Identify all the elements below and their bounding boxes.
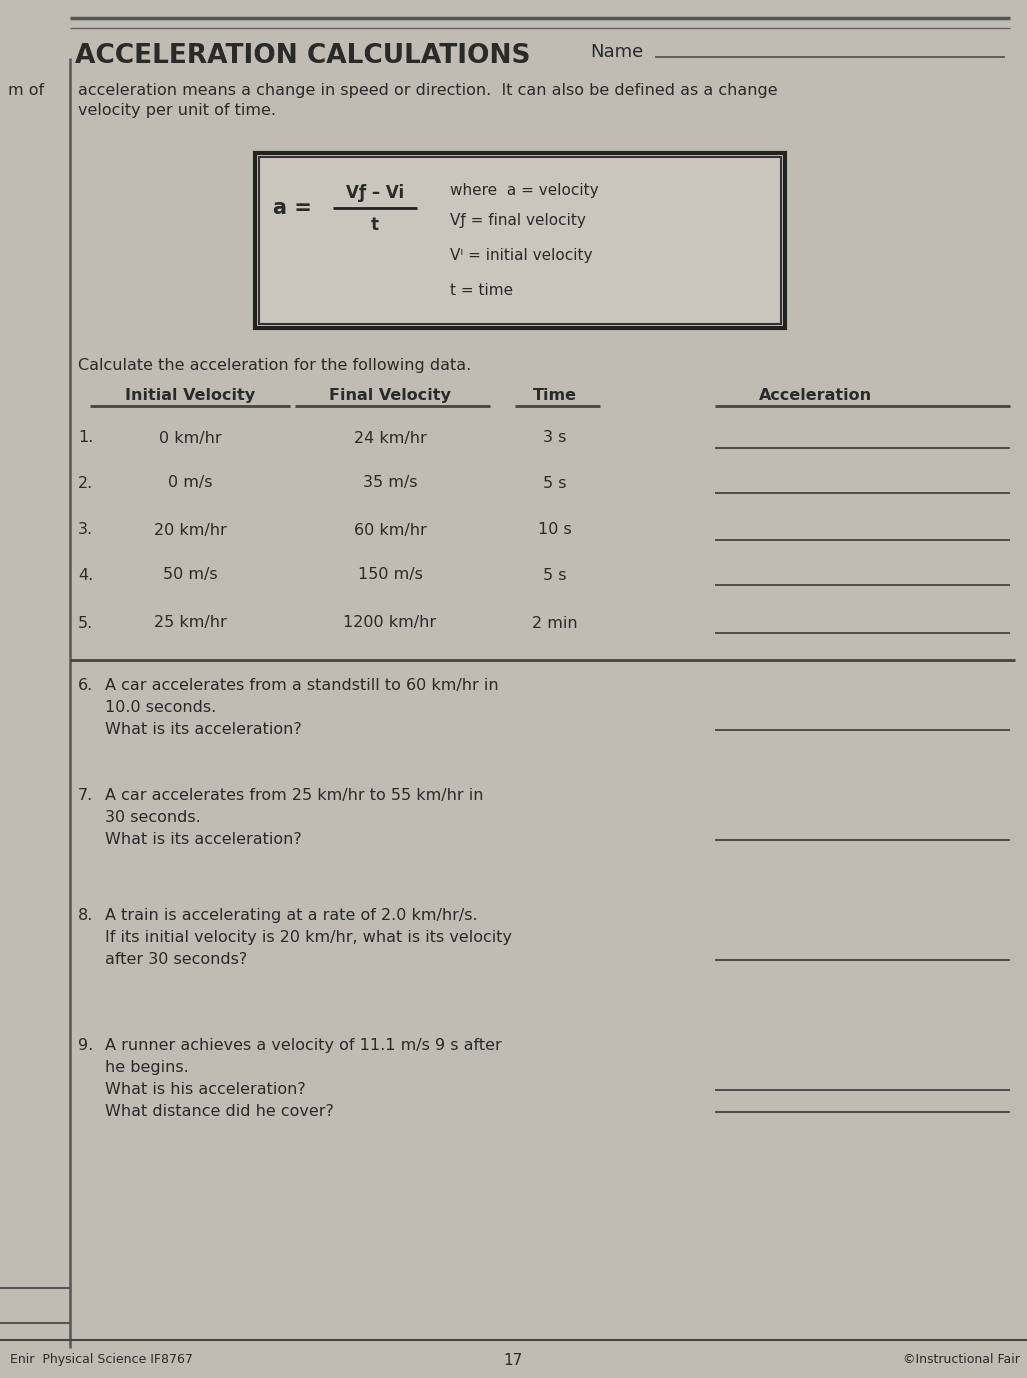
- Text: t: t: [371, 216, 379, 234]
- Text: 8.: 8.: [78, 908, 93, 923]
- Text: Vƒ = final velocity: Vƒ = final velocity: [450, 214, 585, 227]
- Text: What distance did he cover?: What distance did he cover?: [105, 1104, 334, 1119]
- Text: A car accelerates from a standstill to 60 km/hr in: A car accelerates from a standstill to 6…: [105, 678, 499, 693]
- Text: 3.: 3.: [78, 522, 93, 537]
- Text: 50 m/s: 50 m/s: [162, 568, 218, 583]
- Text: 2 min: 2 min: [532, 616, 578, 631]
- Text: 30 seconds.: 30 seconds.: [105, 810, 200, 825]
- Text: Calculate the acceleration for the following data.: Calculate the acceleration for the follo…: [78, 358, 471, 373]
- Text: What is its acceleration?: What is its acceleration?: [105, 832, 302, 847]
- Text: Vƒ – Vi: Vƒ – Vi: [346, 185, 404, 203]
- Text: 1.: 1.: [78, 430, 93, 445]
- Text: 3 s: 3 s: [543, 430, 567, 445]
- Text: Initial Velocity: Initial Velocity: [125, 389, 255, 402]
- Text: A runner achieves a velocity of 11.1 m/s 9 s after: A runner achieves a velocity of 11.1 m/s…: [105, 1038, 502, 1053]
- Text: m of: m of: [8, 83, 44, 98]
- Text: ©Instructional Fair: ©Instructional Fair: [903, 1353, 1020, 1366]
- Text: A train is accelerating at a rate of 2.0 km/hr/s.: A train is accelerating at a rate of 2.0…: [105, 908, 478, 923]
- Text: Final Velocity: Final Velocity: [329, 389, 451, 402]
- Text: velocity per unit of time.: velocity per unit of time.: [78, 103, 276, 119]
- Text: Vᴵ = initial velocity: Vᴵ = initial velocity: [450, 248, 593, 263]
- Text: 7.: 7.: [78, 788, 93, 803]
- Text: acceleration means a change in speed or direction.  It can also be defined as a : acceleration means a change in speed or …: [78, 83, 777, 98]
- Text: 20 km/hr: 20 km/hr: [154, 522, 226, 537]
- Text: 6.: 6.: [78, 678, 93, 693]
- Bar: [259, 157, 781, 324]
- Text: ACCELERATION CALCULATIONS: ACCELERATION CALCULATIONS: [75, 43, 531, 69]
- Text: t = time: t = time: [450, 282, 514, 298]
- Text: A car accelerates from 25 km/hr to 55 km/hr in: A car accelerates from 25 km/hr to 55 km…: [105, 788, 484, 803]
- Text: 0 m/s: 0 m/s: [167, 475, 213, 491]
- Text: What is his acceleration?: What is his acceleration?: [105, 1082, 306, 1097]
- Text: If its initial velocity is 20 km/hr, what is its velocity: If its initial velocity is 20 km/hr, wha…: [105, 930, 512, 945]
- Text: Acceleration: Acceleration: [758, 389, 872, 402]
- Text: 5 s: 5 s: [543, 475, 567, 491]
- Text: Enir  Physical Science IF8767: Enir Physical Science IF8767: [10, 1353, 193, 1366]
- Text: 60 km/hr: 60 km/hr: [353, 522, 426, 537]
- Text: What is its acceleration?: What is its acceleration?: [105, 722, 302, 737]
- Text: 5.: 5.: [78, 616, 93, 631]
- Bar: [255, 153, 785, 328]
- Text: 0 km/hr: 0 km/hr: [159, 430, 221, 445]
- Text: 25 km/hr: 25 km/hr: [154, 616, 226, 631]
- Text: a =: a =: [273, 198, 312, 218]
- Text: 4.: 4.: [78, 568, 93, 583]
- Text: 10.0 seconds.: 10.0 seconds.: [105, 700, 217, 715]
- Text: after 30 seconds?: after 30 seconds?: [105, 952, 248, 967]
- Text: 150 m/s: 150 m/s: [357, 568, 422, 583]
- Text: 2.: 2.: [78, 475, 93, 491]
- Text: 5 s: 5 s: [543, 568, 567, 583]
- Text: Time: Time: [533, 389, 577, 402]
- Text: Name: Name: [589, 43, 643, 61]
- Text: 10 s: 10 s: [538, 522, 572, 537]
- Text: 17: 17: [503, 1353, 523, 1368]
- Text: 24 km/hr: 24 km/hr: [353, 430, 426, 445]
- Text: where  a = velocity: where a = velocity: [450, 183, 599, 198]
- Text: he begins.: he begins.: [105, 1060, 189, 1075]
- Text: 1200 km/hr: 1200 km/hr: [343, 616, 436, 631]
- Text: 9.: 9.: [78, 1038, 93, 1053]
- Text: 35 m/s: 35 m/s: [363, 475, 417, 491]
